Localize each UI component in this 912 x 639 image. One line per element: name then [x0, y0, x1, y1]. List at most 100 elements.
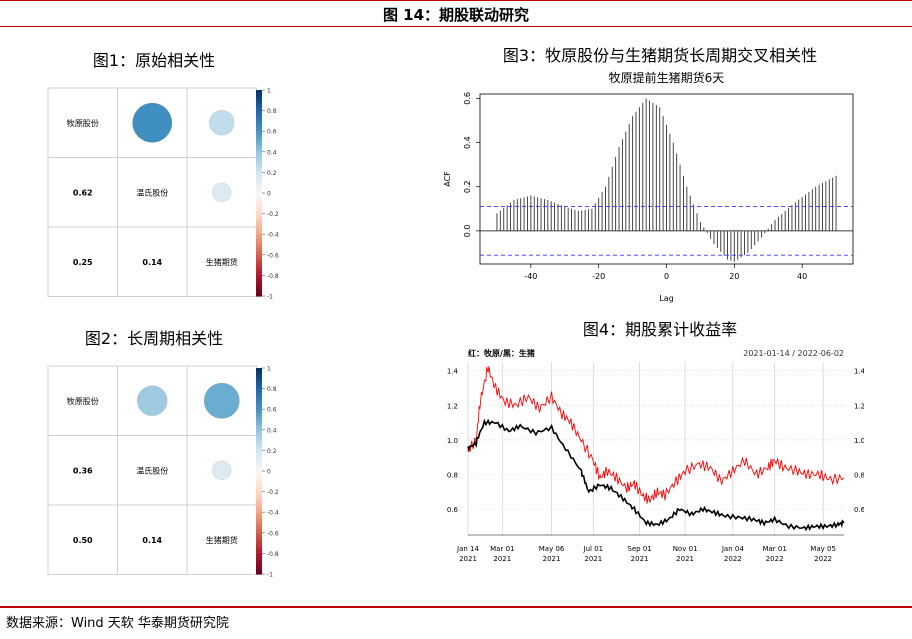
chart4-y-tick-label-left: 1.4 [447, 368, 459, 376]
chart4-x-tick-year: 2021 [631, 555, 649, 563]
chart4-x-tick-year: 2022 [814, 555, 832, 563]
chart2-colorbar-segment [256, 464, 262, 469]
chart2-colorbar-segment [256, 519, 262, 524]
chart4-x-tick-label: May 05 [810, 545, 836, 553]
chart1-colorbar-segment [256, 168, 262, 173]
chart2-colorbar-label: 0.8 [267, 386, 277, 393]
chart1-colorbar-segment [256, 103, 262, 108]
chart2-colorbar-segment [256, 549, 262, 554]
figure-header-frame [0, 0, 912, 27]
chart2-colorbar-segment [256, 433, 262, 438]
chart1-colorbar-segment [256, 117, 262, 122]
chart4-x-tick-label: Mar 01 [490, 545, 514, 553]
chart1-colorbar-label: 0 [267, 191, 271, 198]
chart4-x-tick-year: 2021 [493, 555, 511, 563]
chart3-title: 图3：牧原股份与生猪期货长周期交叉相关性 [502, 46, 818, 65]
figure-title: 图 14：期股联动研究 [382, 6, 530, 24]
chart1-title: 图1：原始相关性 [92, 51, 216, 70]
chart1-corr-value: 0.25 [73, 258, 93, 267]
chart4-x-tick-year: 2021 [584, 555, 602, 563]
chart4-y-tick-label-left: 1.0 [447, 437, 458, 445]
chart2-colorbar-segment [256, 385, 262, 390]
chart3-subtitle: 牧原提前生猪期货6天 [609, 70, 725, 85]
chart1-colorbar-segment [256, 93, 262, 98]
chart2-colorbar-segment [256, 446, 262, 451]
chart1-colorbar-segment [256, 234, 262, 239]
source-note: 数据来源：Wind 天软 华泰期货研究院 [6, 616, 229, 631]
chart4-series-line-hog [467, 418, 845, 532]
chart2-colorbar-segment [256, 474, 262, 479]
chart1-colorbar-segment [256, 175, 262, 180]
chart4-x-tick-label: Jan 14 [456, 545, 479, 553]
chart1-colorbar-segment [256, 271, 262, 276]
chart1-colorbar-segment [256, 223, 262, 228]
chart4-x-tick-year: 2022 [724, 555, 742, 563]
chart1-colorbar-segment [256, 261, 262, 266]
chart2-corr-circle [211, 460, 232, 481]
chart1-colorbar-segment [256, 124, 262, 129]
chart2-colorbar-segment [256, 426, 262, 431]
chart2-colorbar-label: -0.8 [267, 551, 279, 558]
chart2-diag-label: 温氏股份 [136, 465, 168, 475]
chart1-colorbar-segment [256, 179, 262, 184]
chart2-cell-1-0 [47, 435, 118, 506]
chart1-corr-circle [132, 102, 173, 143]
chart1-colorbar-segment [256, 285, 262, 290]
chart1-colorbar-segment [256, 282, 262, 287]
chart1-colorbar-label: 0.2 [267, 170, 277, 177]
chart2-colorbar-segment [256, 381, 262, 386]
chart2-diag-label: 生猪期货 [206, 535, 238, 545]
chart1-colorbar-segment [256, 220, 262, 225]
chart4-title: 图4：期股累计收益率 [582, 320, 738, 339]
chart1-colorbar-segment [256, 144, 262, 149]
chart1-colorbar-segment [256, 96, 262, 101]
chart4-x-tick-year: 2021 [676, 555, 694, 563]
chart1-corr-circle [208, 109, 235, 136]
chart1-colorbar-segment [256, 275, 262, 280]
chart1-colorbar-segment [256, 203, 262, 208]
chart1-colorbar-segment [256, 241, 262, 246]
chart1-colorbar-segment [256, 196, 262, 201]
chart3-acf-chart: 牧原提前生猪期货6天 0.0 0.2 0.4 0.6 -40 -20 0 20 40 Lag ACF [443, 70, 854, 303]
chart4-legend-text: 红：牧原/黑：生猪 [468, 348, 535, 358]
chart2-colorbar-segment [256, 388, 262, 393]
chart2-colorbar-segment [256, 525, 262, 530]
chart1-diag-label: 生猪期货 [206, 257, 238, 267]
chart1-colorbar-segment [256, 100, 262, 105]
chart2-colorbar-segment [256, 405, 262, 410]
chart1-colorbar-segment [256, 151, 262, 156]
chart4-y-tick-label-right: 1.2 [854, 402, 864, 410]
chart4-x-tick-label: Jul 01 [583, 545, 604, 553]
chart1-colorbar-segment [256, 114, 262, 119]
chart1-colorbar-segment [256, 247, 262, 252]
chart4-x-tick-label: Mar 01 [762, 545, 786, 553]
chart2-colorbar-segment [256, 374, 262, 379]
chart2-colorbar-segment [256, 467, 262, 472]
chart2-colorbar-segment [256, 529, 262, 534]
chart4-x-tick-label: Nov 01 [673, 545, 698, 553]
chart1-diag-label: 温氏股份 [136, 187, 168, 197]
chart2-colorbar-segment [256, 481, 262, 486]
chart2-colorbar-segment [256, 553, 262, 558]
chart2-colorbar-segment [256, 453, 262, 458]
chart2-colorbar-segment [256, 402, 262, 407]
chart2-colorbar-segment [256, 457, 262, 462]
chart2-colorbar-segment [256, 488, 262, 493]
chart1-corr-value: 0.62 [73, 188, 93, 197]
chart1-colorbar-segment [256, 210, 262, 215]
chart2-colorbar-segment [256, 563, 262, 568]
chart2-colorbar-segment [256, 422, 262, 427]
chart1-colorbar-segment [256, 213, 262, 218]
chart4-y-tick-label-right: 0.8 [854, 471, 864, 479]
chart4-x-tick-label: May 06 [539, 545, 565, 553]
chart1-colorbar-segment [256, 182, 262, 187]
chart1-colorbar-label: 0.8 [267, 108, 277, 115]
chart1-colorbar-segment [256, 254, 262, 259]
chart1-colorbar-segment [256, 251, 262, 256]
chart2-colorbar-segment [256, 508, 262, 513]
chart1-colorbar-segment [256, 127, 262, 132]
chart2-colorbar-segment [256, 560, 262, 565]
chart2-colorbar-label: 0.2 [267, 448, 277, 455]
chart3-x-tick-label: 40 [797, 272, 807, 281]
